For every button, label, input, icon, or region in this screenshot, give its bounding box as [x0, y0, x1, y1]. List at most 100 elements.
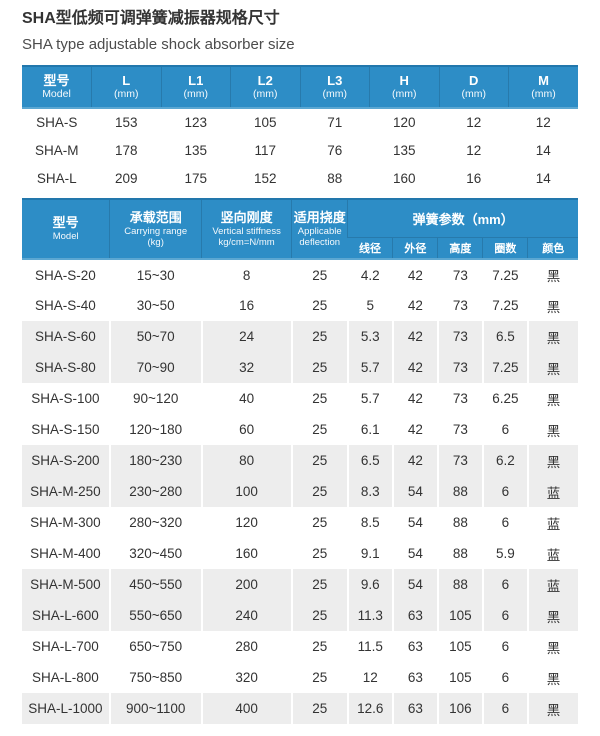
- spec-table-row-cell: 73: [436, 290, 483, 321]
- spec-subcol-coil-count: 圈数: [482, 236, 528, 260]
- spec-table-row-cell: 6: [481, 414, 528, 445]
- spec-table-row-cell: SHA-S-100: [22, 383, 110, 414]
- spec-table-row-cell: 42: [391, 259, 438, 290]
- spec-table-row-cell: 900~1100: [108, 693, 202, 724]
- spec-table-row-cell: 黑: [526, 383, 578, 414]
- spec-subcol-height: 高度: [437, 236, 483, 260]
- spec-table-row-cell: SHA-M-250: [22, 476, 110, 507]
- spec-table-row-cell: 黑: [526, 600, 578, 631]
- spec-table-row-cell: 6: [481, 662, 528, 693]
- size-table-row-cell: 153: [91, 108, 161, 136]
- spec-table-row: SHA-S-20 15~30 8 25 4.2 42 73 7.25 黑: [22, 259, 578, 290]
- size-table: 型号 Model L (mm) L1 (mm) L2 (mm) L3 (mm: [22, 65, 578, 192]
- spec-table-row-cell: 63: [391, 693, 438, 724]
- spec-col-carrying-range: 承载范围 Carrying range (kg): [109, 198, 202, 260]
- size-table-row-cell: 152: [230, 164, 300, 192]
- spec-table-row: SHA-L-800 750~850 320 25 12 63 105 6 黑: [22, 662, 578, 693]
- spec-table-row-cell: 8.3: [346, 476, 393, 507]
- spec-table-row: SHA-M-250 230~280 100 25 8.3 54 88 6 蓝: [22, 476, 578, 507]
- spec-table-row-cell: 4.2: [346, 259, 393, 290]
- spec-table-row-cell: 25: [290, 383, 348, 414]
- size-col-model: 型号 Model: [22, 65, 92, 109]
- spec-table-row-cell: 450~550: [108, 569, 202, 600]
- spec-table-row-cell: 6: [481, 600, 528, 631]
- size-table-row-cell: SHA-M: [22, 136, 92, 164]
- size-table-row-cell: 76: [300, 136, 370, 164]
- spec-subcol-color: 颜色: [527, 236, 578, 260]
- page-title-english: SHA type adjustable shock absorber size: [22, 36, 295, 53]
- spec-table-row: SHA-S-40 30~50 16 25 5 42 73 7.25 黑: [22, 290, 578, 321]
- size-table-row-cell: 12: [439, 136, 509, 164]
- spec-table-row-cell: 32: [200, 352, 292, 383]
- spec-table-row-cell: SHA-L-700: [22, 631, 110, 662]
- spec-table-row-cell: 88: [436, 569, 483, 600]
- spec-table-row-cell: 50~70: [108, 321, 202, 352]
- spec-table-row-cell: 320: [200, 662, 292, 693]
- spec-subcol-wire-diameter: 线径: [347, 236, 393, 260]
- spec-table-row-cell: 88: [436, 507, 483, 538]
- spec-table-row-cell: 100: [200, 476, 292, 507]
- size-table-row-cell: 12: [508, 108, 578, 136]
- spec-table-row-cell: 73: [436, 352, 483, 383]
- spec-table-row-cell: 蓝: [526, 507, 578, 538]
- spec-table-body: SHA-S-20 15~30 8 25 4.2 42 73 7.25 黑 SHA-S-40 30~5…: [22, 259, 578, 724]
- size-table-row-cell: 178: [91, 136, 161, 164]
- size-table-row-cell: SHA-L: [22, 164, 92, 192]
- size-table-row-cell: 14: [508, 136, 578, 164]
- size-table-body: SHA-S 153 123 105 71 120 12 12 SHA-M 178 135 117 76 1…: [22, 108, 578, 192]
- size-table-header: 型号 Model L (mm) L1 (mm) L2 (mm) L3 (mm: [22, 65, 578, 109]
- spec-table-row-cell: 7.25: [481, 259, 528, 290]
- spec-table-row-cell: 黑: [526, 414, 578, 445]
- spec-table-row-cell: 15~30: [108, 259, 202, 290]
- spec-table-row-cell: 25: [290, 600, 348, 631]
- spec-table-row-cell: 7.25: [481, 352, 528, 383]
- spec-table-row-cell: 106: [436, 693, 483, 724]
- spec-table-row-cell: 90~120: [108, 383, 202, 414]
- spec-table-row-cell: 黑: [526, 662, 578, 693]
- size-col-M: M (mm): [508, 65, 578, 109]
- spec-table-row-cell: 54: [391, 507, 438, 538]
- spec-table-row-cell: 6.25: [481, 383, 528, 414]
- size-col-L3: L3 (mm): [299, 65, 370, 109]
- spec-table-row-cell: 42: [391, 414, 438, 445]
- size-table-row-cell: 135: [161, 136, 231, 164]
- spec-table-row-cell: 160: [200, 538, 292, 569]
- spec-table-row-cell: 105: [436, 600, 483, 631]
- spec-table-row-cell: 54: [391, 538, 438, 569]
- size-table-row-cell: 105: [230, 108, 300, 136]
- spec-table-row-cell: 12.6: [346, 693, 393, 724]
- size-col-D: D (mm): [438, 65, 509, 109]
- spec-table-row-cell: 40: [200, 383, 292, 414]
- spec-table-row-cell: SHA-S-150: [22, 414, 110, 445]
- spec-table-row-cell: 25: [290, 538, 348, 569]
- spec-table-row-cell: 8: [200, 259, 292, 290]
- spec-subcol-outer-diameter: 外径: [392, 236, 438, 260]
- spec-table-row: SHA-S-200 180~230 80 25 6.5 42 73 6.2 黑: [22, 445, 578, 476]
- spec-table-row: SHA-S-80 70~90 32 25 5.7 42 73 7.25 黑: [22, 352, 578, 383]
- spec-table-row-cell: 5.9: [481, 538, 528, 569]
- size-table-row-cell: 175: [161, 164, 231, 192]
- spec-table-row-cell: 25: [290, 321, 348, 352]
- spec-table-row-cell: SHA-S-80: [22, 352, 110, 383]
- spec-table-row-cell: 6.5: [481, 321, 528, 352]
- spec-table-row-cell: 6: [481, 631, 528, 662]
- size-table-row-cell: SHA-S: [22, 108, 92, 136]
- spec-table-row: SHA-M-300 280~320 120 25 8.5 54 88 6 蓝: [22, 507, 578, 538]
- spec-col-spring-parameters: 弹簧参数（mm）: [347, 198, 578, 237]
- spec-table-row-cell: 5: [346, 290, 393, 321]
- spec-table-row: SHA-S-100 90~120 40 25 5.7 42 73 6.25 黑: [22, 383, 578, 414]
- spec-table-row-cell: 63: [391, 662, 438, 693]
- spec-table-row-cell: 42: [391, 445, 438, 476]
- spec-table-row-cell: 63: [391, 600, 438, 631]
- spec-table-row-cell: 7.25: [481, 290, 528, 321]
- spec-table-row-cell: 25: [290, 693, 348, 724]
- spec-table-row-cell: 60: [200, 414, 292, 445]
- spec-table-row-cell: 蓝: [526, 476, 578, 507]
- spec-table-row-cell: 16: [200, 290, 292, 321]
- size-table-row-cell: 14: [508, 164, 578, 192]
- spec-table-row-cell: SHA-M-400: [22, 538, 110, 569]
- spec-table-row-cell: 25: [290, 352, 348, 383]
- spec-table-row-cell: 73: [436, 383, 483, 414]
- spec-table-row-cell: SHA-M-300: [22, 507, 110, 538]
